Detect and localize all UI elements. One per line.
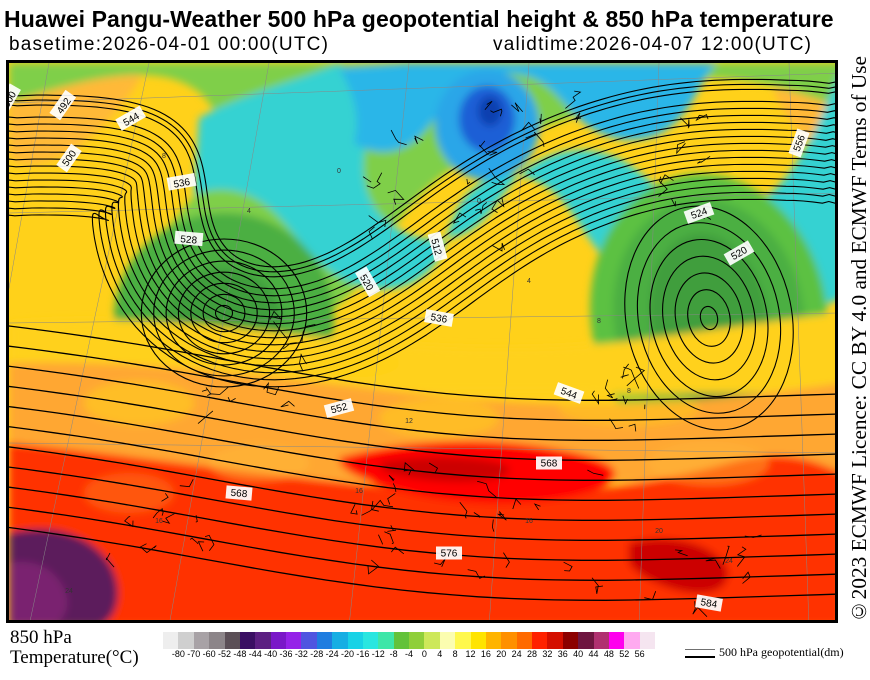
- svg-text:16: 16: [155, 518, 163, 525]
- svg-text:8: 8: [162, 153, 166, 160]
- svg-text:24: 24: [65, 588, 73, 595]
- svg-text:0: 0: [477, 198, 481, 205]
- svg-text:8: 8: [627, 388, 631, 395]
- svg-text:0: 0: [337, 168, 341, 175]
- svg-text:528: 528: [180, 234, 198, 246]
- svg-text:568: 568: [230, 488, 248, 500]
- svg-text:20: 20: [655, 528, 663, 535]
- svg-text:568: 568: [541, 459, 558, 470]
- svg-text:12: 12: [405, 418, 413, 425]
- svg-text:4: 4: [527, 278, 531, 285]
- svg-text:4: 4: [247, 208, 251, 215]
- svg-text:16: 16: [525, 518, 533, 525]
- svg-text:576: 576: [441, 549, 458, 560]
- svg-text:24: 24: [725, 558, 733, 565]
- svg-text:8: 8: [597, 318, 601, 325]
- svg-text:16: 16: [355, 488, 363, 495]
